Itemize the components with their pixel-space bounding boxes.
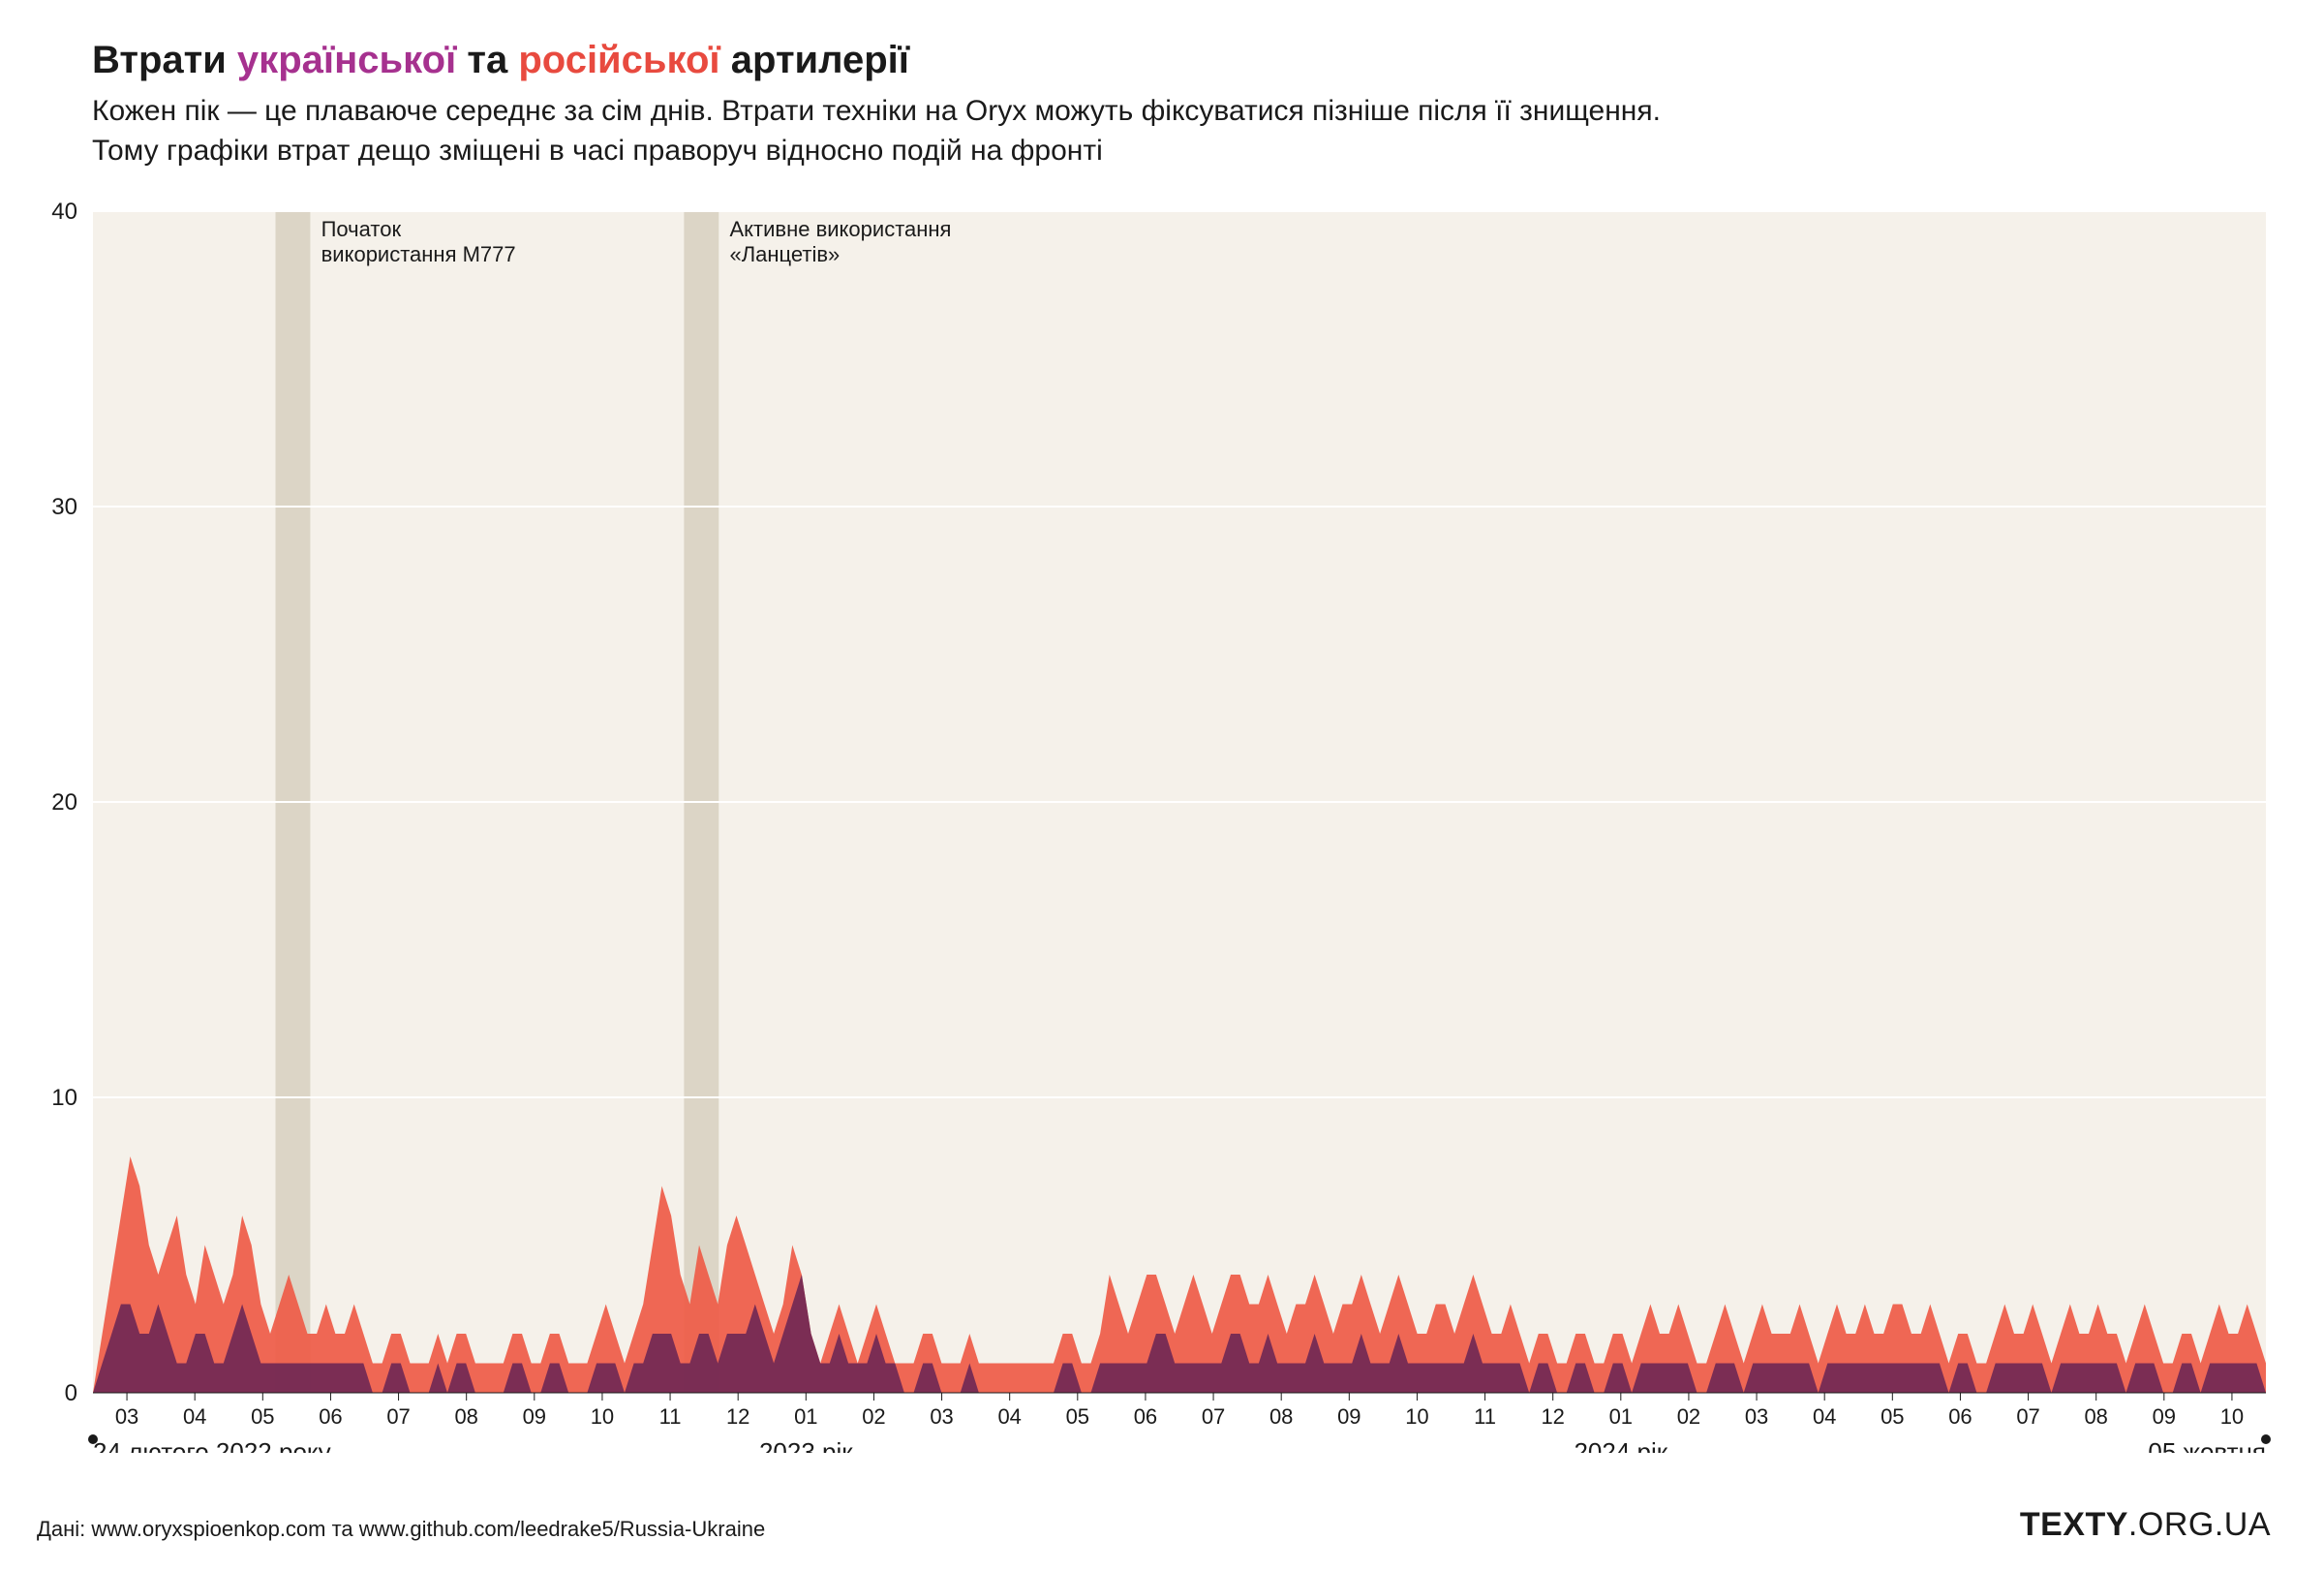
brand-rest: .ORG.UA	[2128, 1506, 2271, 1543]
svg-text:04: 04	[997, 1404, 1021, 1429]
source-text: Дані: www.oryxspioenkop.com та www.githu…	[37, 1517, 765, 1541]
svg-text:40: 40	[51, 199, 77, 225]
svg-text:06: 06	[1948, 1404, 1972, 1429]
svg-text:10: 10	[51, 1085, 77, 1111]
svg-text:08: 08	[454, 1404, 477, 1429]
title-rus: російської	[518, 39, 719, 81]
svg-text:Початок: Початок	[321, 217, 402, 241]
svg-text:12: 12	[726, 1404, 749, 1429]
svg-text:використання M777: використання M777	[321, 242, 516, 266]
brand-logo: TEXTY.ORG.UA	[2020, 1506, 2271, 1544]
svg-text:08: 08	[1269, 1404, 1293, 1429]
svg-text:01: 01	[794, 1404, 817, 1429]
svg-text:2023 рік: 2023 рік	[759, 1437, 853, 1453]
brand-bold: TEXTY	[2020, 1506, 2128, 1543]
svg-text:24 лютого 2022 року: 24 лютого 2022 року	[93, 1437, 331, 1453]
data-source: Дані: www.oryxspioenkop.com та www.githu…	[37, 1517, 765, 1542]
svg-text:07: 07	[386, 1404, 410, 1429]
svg-text:0: 0	[65, 1380, 77, 1406]
title-prefix: Втрати	[92, 39, 237, 81]
svg-text:10: 10	[2220, 1404, 2244, 1429]
chart-area: 0102030400304050607080910111201020304050…	[37, 194, 2283, 1453]
svg-text:06: 06	[1134, 1404, 1157, 1429]
svg-text:07: 07	[1202, 1404, 1225, 1429]
title-ukr: української	[237, 39, 456, 81]
svg-text:07: 07	[2016, 1404, 2039, 1429]
svg-text:03: 03	[1745, 1404, 1768, 1429]
svg-text:05: 05	[1066, 1404, 1089, 1429]
svg-text:10: 10	[591, 1404, 614, 1429]
svg-text:30: 30	[51, 494, 77, 520]
svg-text:06: 06	[319, 1404, 342, 1429]
subtitle-text: Кожен пік — це плаваюче середнє за сім д…	[92, 95, 1661, 167]
svg-text:05 жовтня: 05 жовтня	[2148, 1437, 2266, 1453]
svg-text:02: 02	[1677, 1404, 1700, 1429]
chart-subtitle: Кожен пік — це плаваюче середнє за сім д…	[92, 92, 1661, 170]
svg-text:Активне використання: Активне використання	[729, 217, 951, 241]
svg-text:10: 10	[1405, 1404, 1428, 1429]
svg-text:09: 09	[2153, 1404, 2176, 1429]
title-mid: та	[456, 39, 518, 81]
svg-text:02: 02	[862, 1404, 885, 1429]
svg-text:03: 03	[115, 1404, 138, 1429]
svg-text:20: 20	[51, 789, 77, 816]
svg-text:05: 05	[251, 1404, 274, 1429]
svg-text:03: 03	[930, 1404, 953, 1429]
svg-text:12: 12	[1541, 1404, 1564, 1429]
svg-text:04: 04	[1813, 1404, 1836, 1429]
svg-text:04: 04	[183, 1404, 206, 1429]
svg-text:«Ланцетів»: «Ланцетів»	[729, 242, 840, 266]
svg-text:2024 рік: 2024 рік	[1574, 1437, 1667, 1453]
svg-text:01: 01	[1609, 1404, 1633, 1429]
svg-text:09: 09	[523, 1404, 546, 1429]
svg-text:11: 11	[659, 1404, 682, 1429]
chart-svg: 0102030400304050607080910111201020304050…	[37, 194, 2283, 1453]
svg-text:11: 11	[1474, 1404, 1496, 1429]
chart-title: Втрати української та російської артилер…	[92, 39, 909, 82]
svg-text:05: 05	[1881, 1404, 1904, 1429]
svg-text:09: 09	[1337, 1404, 1361, 1429]
title-suffix: артилерії	[720, 39, 909, 81]
svg-text:08: 08	[2084, 1404, 2107, 1429]
